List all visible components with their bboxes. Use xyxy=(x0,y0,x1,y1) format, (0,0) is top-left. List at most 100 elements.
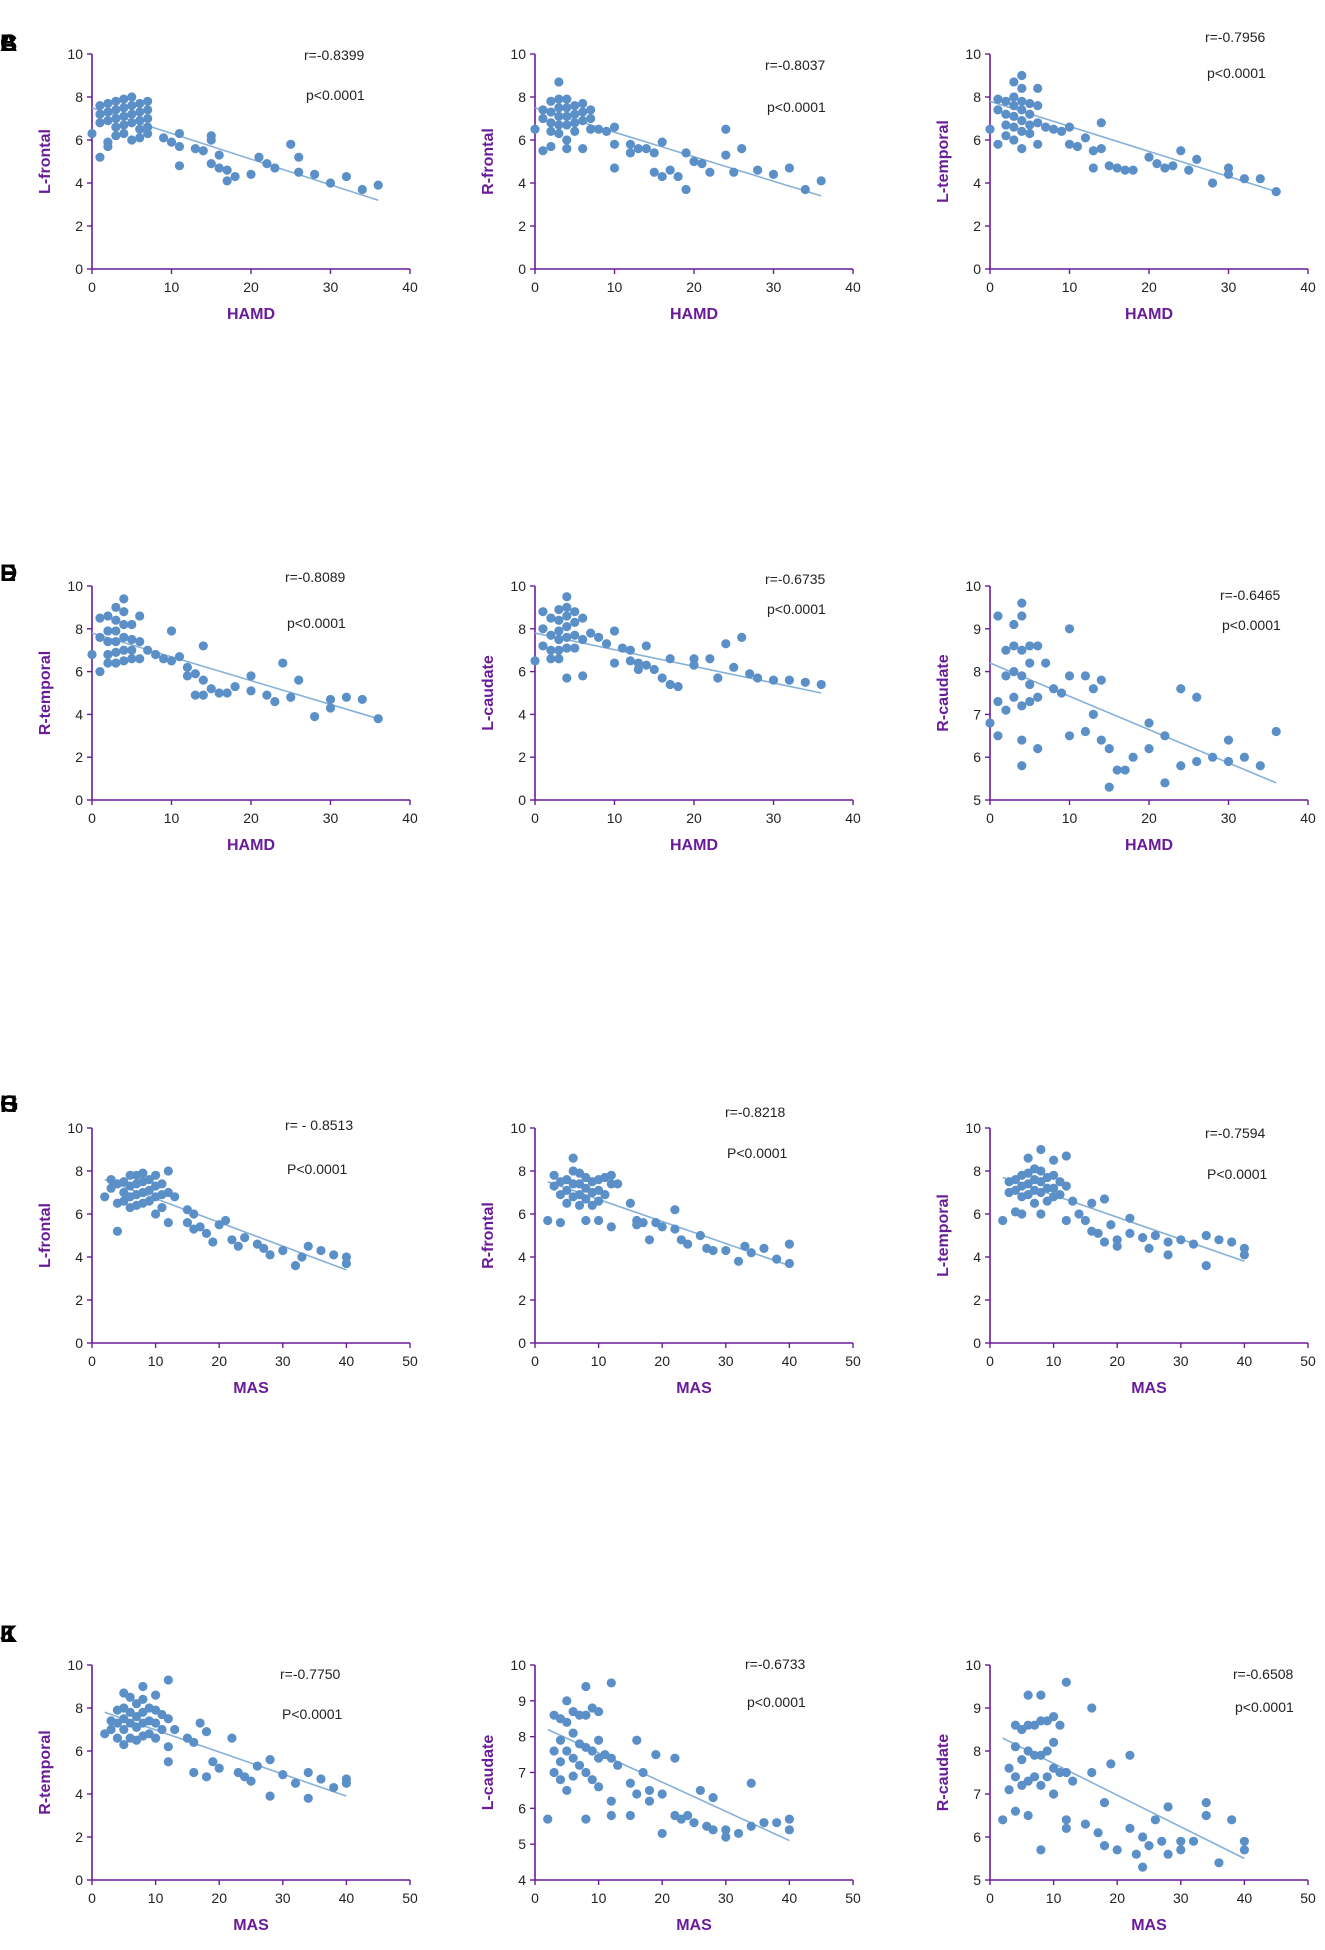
data-point xyxy=(581,1194,591,1204)
data-point xyxy=(341,171,351,182)
data-point xyxy=(594,1782,604,1792)
data-point xyxy=(1061,1215,1071,1226)
data-point xyxy=(1080,133,1090,143)
data-point xyxy=(95,613,105,623)
data-point xyxy=(112,1226,123,1236)
data-point xyxy=(1025,120,1035,130)
data-point xyxy=(1001,109,1011,119)
y-tick-label: 8 xyxy=(518,1163,526,1179)
data-point xyxy=(1072,141,1083,152)
data-point xyxy=(570,109,580,119)
data-point xyxy=(166,137,177,147)
data-point xyxy=(554,615,564,625)
data-point xyxy=(570,643,580,653)
data-point xyxy=(657,171,667,182)
data-point xyxy=(111,96,121,106)
data-point xyxy=(1061,1767,1071,1778)
data-point xyxy=(578,144,588,154)
y-tick-label: 8 xyxy=(973,664,981,680)
y-tick-label: 2 xyxy=(518,218,526,234)
r-value-label: r=-0.8089 xyxy=(285,569,346,585)
data-point xyxy=(562,120,572,130)
data-point xyxy=(594,1706,604,1717)
data-point xyxy=(127,101,137,111)
data-point xyxy=(143,645,153,655)
data-point xyxy=(568,1753,578,1763)
data-point xyxy=(1009,641,1019,651)
data-point xyxy=(246,686,256,696)
data-point xyxy=(111,131,121,141)
data-point xyxy=(240,1233,250,1243)
y-tick-label: 8 xyxy=(518,1729,526,1745)
data-point xyxy=(1009,101,1019,111)
data-point xyxy=(222,688,232,698)
data-point xyxy=(1023,1720,1033,1730)
data-point xyxy=(201,1772,212,1782)
data-point xyxy=(633,144,643,154)
x-tick-label: 40 xyxy=(782,1353,798,1369)
data-point xyxy=(649,167,659,177)
data-point xyxy=(1041,122,1051,132)
p-value-label: P<0.0001 xyxy=(287,1161,348,1177)
data-point xyxy=(135,124,145,134)
data-point xyxy=(1001,645,1011,655)
data-point xyxy=(103,98,113,109)
data-point xyxy=(609,658,620,668)
data-point xyxy=(554,111,564,121)
data-point xyxy=(670,1205,680,1215)
data-point xyxy=(549,1746,559,1756)
data-point xyxy=(625,1810,636,1821)
data-point xyxy=(119,120,129,130)
y-tick-label: 2 xyxy=(75,218,83,234)
data-point xyxy=(127,634,137,645)
y-tick-label: 10 xyxy=(965,1120,981,1136)
data-point xyxy=(568,1153,578,1163)
data-point xyxy=(594,1735,604,1745)
panel-letter: H xyxy=(0,1091,17,1118)
data-point xyxy=(246,671,256,681)
x-tick-label: 0 xyxy=(986,1890,994,1906)
data-point xyxy=(119,1724,129,1735)
data-point xyxy=(1056,126,1067,136)
y-tick-label: 6 xyxy=(75,1743,83,1759)
data-point xyxy=(638,1218,648,1228)
y-tick-label: 2 xyxy=(75,749,83,765)
data-point xyxy=(555,1218,566,1228)
y-tick-label: 5 xyxy=(973,792,981,808)
data-point xyxy=(246,169,256,179)
x-tick-label: 30 xyxy=(1173,1890,1189,1906)
x-tick-label: 10 xyxy=(1062,810,1078,826)
data-point xyxy=(562,1717,572,1727)
x-axis-label: HAMD xyxy=(1125,306,1173,323)
x-tick-label: 50 xyxy=(402,1353,418,1369)
data-point xyxy=(357,694,367,705)
data-point xyxy=(554,128,564,139)
data-point xyxy=(252,1761,262,1771)
data-point xyxy=(581,1767,591,1778)
x-tick-label: 30 xyxy=(275,1353,291,1369)
data-point xyxy=(103,626,113,636)
data-point xyxy=(543,1814,553,1824)
x-tick-label: 50 xyxy=(1300,1353,1316,1369)
regression-line xyxy=(91,632,379,720)
data-point xyxy=(613,1179,623,1189)
y-axis-label: L-frontal xyxy=(37,1203,54,1268)
data-point xyxy=(1157,1836,1167,1846)
data-point xyxy=(1017,126,1027,136)
data-point xyxy=(206,159,216,169)
data-point xyxy=(554,94,564,104)
x-tick-label: 40 xyxy=(339,1353,355,1369)
p-value-label: p<0.0001 xyxy=(747,1694,806,1710)
data-point xyxy=(689,660,699,670)
data-point xyxy=(111,626,121,636)
data-point xyxy=(1144,1243,1154,1253)
data-point xyxy=(1036,1716,1046,1726)
x-tick-label: 30 xyxy=(766,279,782,295)
data-point xyxy=(151,1690,161,1700)
data-point xyxy=(570,101,580,111)
y-tick-label: 0 xyxy=(518,792,526,808)
panel-a: A 0 2 4 6 8 10 0 10 20 30 40 HAMD L-frontal r=-0.8399 p… xyxy=(0,30,418,323)
data-point xyxy=(554,654,564,664)
data-point xyxy=(753,673,763,683)
